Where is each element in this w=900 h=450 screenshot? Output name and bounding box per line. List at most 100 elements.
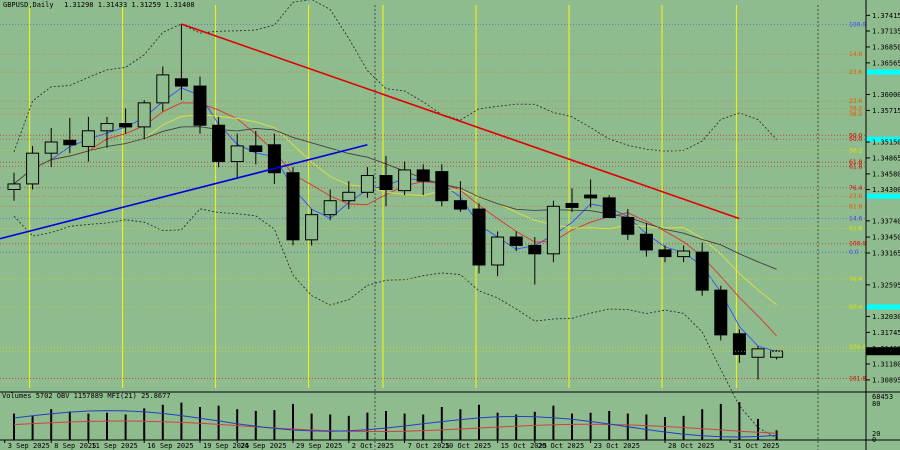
fib-level-label: 23.6 bbox=[849, 193, 863, 200]
candle-body bbox=[7, 183, 21, 191]
price-tick-label: 1.36565 bbox=[872, 59, 900, 67]
indicator-label: Volumes 5702 OBV 1157889 MFI(21) 25.8677 bbox=[2, 392, 171, 400]
fib-level-label: 100.0 bbox=[849, 241, 866, 248]
candle-body bbox=[63, 139, 77, 146]
osc-tick-label: 80 bbox=[872, 400, 880, 408]
candle-body bbox=[119, 123, 133, 128]
candle-body bbox=[26, 152, 40, 185]
date-tick-label: 19 Sep 2025 bbox=[203, 442, 249, 450]
price-tick-label: 1.31180 bbox=[872, 360, 900, 368]
candle-body bbox=[230, 145, 244, 163]
fib-level-label: 76.4 bbox=[849, 276, 863, 283]
osc-tick-label: 68453 bbox=[872, 393, 893, 401]
candle-body bbox=[714, 289, 728, 336]
ohlc-label: 1.31298 1.31433 1.31259 1.31408 bbox=[64, 1, 195, 9]
price-tick-label: 1.36000 bbox=[872, 91, 900, 99]
price-tick-label: 1.31745 bbox=[872, 329, 900, 337]
candle-body bbox=[658, 249, 672, 258]
fib-level-label: 0.0 bbox=[849, 249, 859, 256]
price-tick-label: 1.33740 bbox=[872, 217, 900, 225]
fib-level-label: 61.8 bbox=[849, 159, 863, 166]
candle-body bbox=[360, 175, 374, 193]
candle-body bbox=[453, 200, 467, 210]
price-highlight bbox=[866, 136, 900, 142]
candle-body bbox=[212, 124, 226, 163]
candle-body bbox=[435, 171, 449, 202]
price-tick-label: 1.34300 bbox=[872, 186, 900, 194]
candle-body bbox=[137, 102, 151, 128]
fib-level-label: 14.6 bbox=[849, 51, 863, 58]
fib-level-label: 100.0 bbox=[849, 344, 866, 351]
candle-body bbox=[751, 348, 765, 358]
candle-body bbox=[305, 214, 319, 241]
obv-line bbox=[13, 420, 777, 434]
fib-level-label: 76.4 bbox=[849, 185, 863, 192]
current-price-marker bbox=[866, 347, 900, 356]
candle-body bbox=[44, 141, 58, 154]
fib-level-label: 61.8 bbox=[849, 203, 863, 210]
candle-body bbox=[677, 250, 691, 258]
candle-body bbox=[100, 123, 114, 132]
candle-body bbox=[584, 194, 598, 199]
date-tick-label: 7 Oct 2025 bbox=[408, 442, 450, 450]
fib-level-label: 23.6 bbox=[849, 69, 863, 76]
fib-level-label: 61.8 bbox=[849, 226, 863, 233]
candle-body bbox=[174, 78, 188, 87]
fib-level-label: 38.2 bbox=[849, 105, 863, 112]
trend-line bbox=[0, 144, 368, 240]
date-tick-label: 24 Sep 2025 bbox=[240, 442, 286, 450]
candle-body bbox=[546, 205, 560, 255]
price-highlight bbox=[866, 304, 900, 310]
candle-body bbox=[528, 244, 542, 255]
price-tick-label: 1.30895 bbox=[872, 376, 900, 384]
price-highlight bbox=[866, 193, 900, 199]
candle-body bbox=[156, 74, 170, 104]
price-tick-label: 1.32030 bbox=[872, 313, 900, 321]
candle-body bbox=[509, 236, 523, 246]
fib-level-label: 23.6 bbox=[849, 98, 863, 105]
price-tick-label: 1.33165 bbox=[872, 249, 900, 257]
candle-body bbox=[639, 233, 653, 251]
price-tick-label: 1.35150 bbox=[872, 138, 900, 146]
candle-body bbox=[379, 175, 393, 191]
date-tick-label: 20 Oct 2025 bbox=[538, 442, 584, 450]
current-price-label: 1.31408 bbox=[869, 348, 899, 356]
price-tick-label: 1.34580 bbox=[872, 170, 900, 178]
candle-body bbox=[491, 236, 505, 266]
date-tick-label: 29 Sep 2025 bbox=[296, 442, 342, 450]
candle-body bbox=[398, 169, 412, 192]
candle-body bbox=[267, 144, 281, 174]
lower-band bbox=[13, 208, 777, 439]
candle-body bbox=[193, 85, 207, 126]
date-tick-label: 10 Oct 2025 bbox=[445, 442, 491, 450]
candle-body bbox=[602, 197, 616, 218]
candle-body bbox=[732, 333, 746, 355]
date-tick-label: 28 Oct 2025 bbox=[668, 442, 714, 450]
candle-body bbox=[249, 145, 263, 152]
price-tick-label: 1.37415 bbox=[872, 12, 900, 20]
date-tick-label: 2 Oct 2025 bbox=[352, 442, 394, 450]
fib-level-label: 100.0 bbox=[849, 22, 866, 29]
candle-body bbox=[323, 200, 337, 216]
price-tick-label: 1.37135 bbox=[872, 27, 900, 35]
candle-body bbox=[621, 216, 635, 235]
mfi-line bbox=[13, 410, 777, 438]
date-tick-label: 31 Oct 2025 bbox=[733, 442, 779, 450]
date-tick-label: 15 Oct 2025 bbox=[501, 442, 547, 450]
date-tick-label: 8 Sep 2025 bbox=[54, 442, 96, 450]
fib-level-label: 14.6 bbox=[849, 216, 863, 223]
candle-body bbox=[286, 172, 300, 241]
price-tick-label: 1.32595 bbox=[872, 281, 900, 289]
candle-body bbox=[416, 169, 430, 182]
price-tick-label: 1.33450 bbox=[872, 234, 900, 242]
fib-level-label: 38.2 bbox=[849, 111, 863, 118]
fib-level-label: 50.0 bbox=[849, 132, 863, 139]
candle-body bbox=[770, 350, 784, 358]
date-tick-label: 3 Sep 2025 bbox=[8, 442, 50, 450]
price-tick-label: 1.36850 bbox=[872, 43, 900, 51]
date-tick-label: 16 Sep 2025 bbox=[147, 442, 193, 450]
osc-tick-label: 20 bbox=[872, 430, 880, 438]
candle-body bbox=[565, 202, 579, 208]
